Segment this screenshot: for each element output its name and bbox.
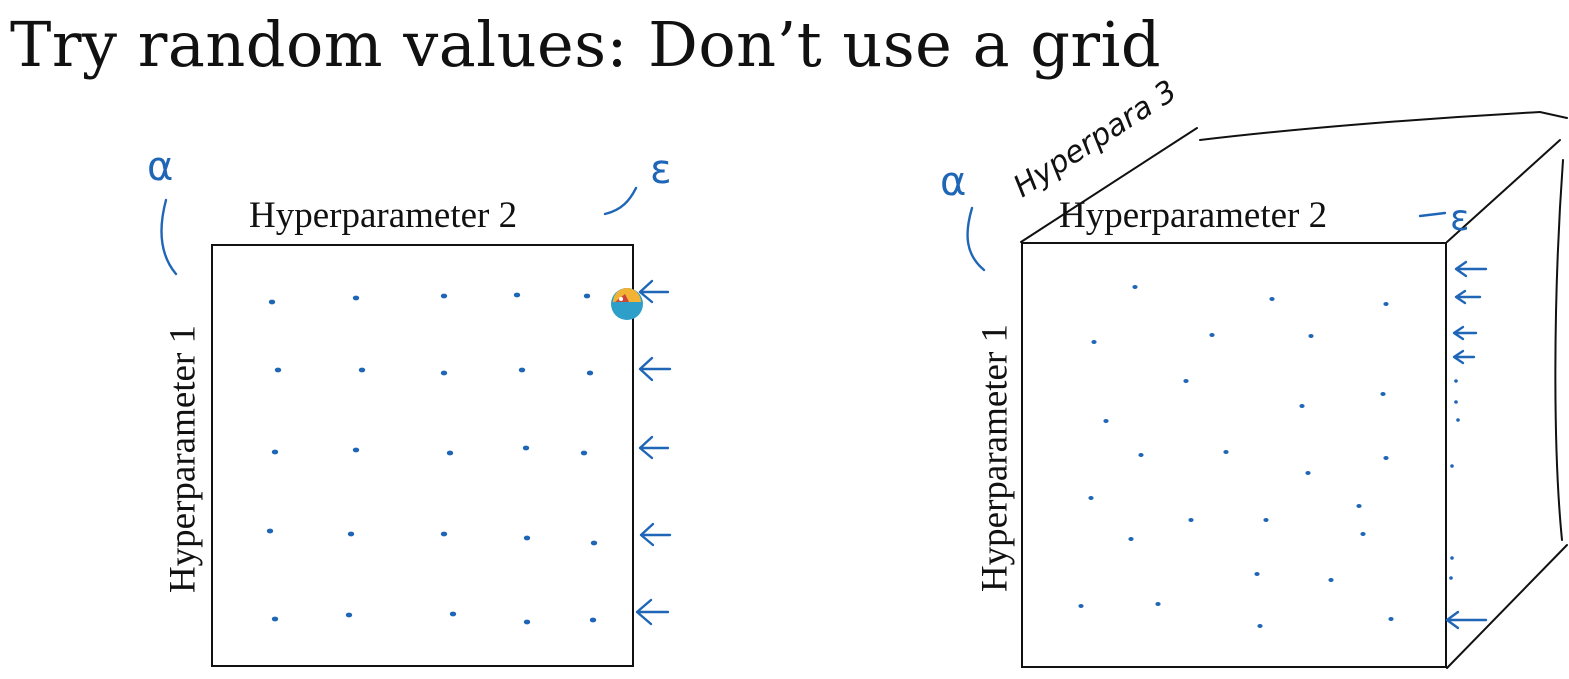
grid-point <box>358 367 366 373</box>
slide-title: Try random values: Don’t use a grid <box>10 8 1162 81</box>
right-side-arrows <box>1445 260 1488 630</box>
grid-point <box>518 367 526 373</box>
side-dot <box>1454 400 1458 404</box>
random-point <box>1183 379 1189 383</box>
right-epsilon-annotation: ε <box>1450 198 1469 239</box>
side-dot <box>1454 379 1458 383</box>
grid-point <box>268 299 276 305</box>
grid-point <box>274 367 282 373</box>
right-alpha-dash <box>966 206 986 272</box>
grid-point <box>266 528 274 534</box>
random-search-box <box>1021 242 1447 668</box>
random-point <box>1388 617 1394 621</box>
grid-point <box>446 450 454 456</box>
row-arrow-2 <box>638 356 672 382</box>
grid-search-box <box>211 244 634 667</box>
row-arrow-4 <box>639 522 672 547</box>
grid-point <box>590 540 598 546</box>
side-arrow-1 <box>1454 260 1488 278</box>
random-point <box>1299 404 1305 408</box>
side-dot <box>1449 576 1453 580</box>
random-point <box>1188 518 1194 522</box>
grid-points <box>266 292 598 625</box>
side-dot <box>1450 464 1454 468</box>
left-alpha-annotation: α <box>147 144 173 190</box>
random-point <box>1263 518 1269 522</box>
grid-point <box>449 611 457 617</box>
left-row-arrows <box>635 279 672 626</box>
random-point <box>1132 285 1138 289</box>
random-point <box>1209 333 1215 337</box>
grid-point <box>347 531 355 537</box>
side-arrow-5 <box>1445 610 1488 630</box>
grid-point <box>352 295 360 301</box>
random-point <box>1254 572 1260 576</box>
random-point <box>1383 302 1389 306</box>
random-point <box>1305 471 1311 475</box>
random-point <box>1088 496 1094 500</box>
row-arrow-5 <box>635 598 670 626</box>
cube-edge-top-left <box>1020 127 1198 243</box>
cube-edges <box>1020 110 1568 669</box>
right-epsilon-dash <box>1418 211 1447 218</box>
side-arrow-4 <box>1452 349 1476 365</box>
random-point <box>1356 504 1362 508</box>
left-x-axis-label: Hyperparameter 2 <box>249 195 518 236</box>
side-arrow-2 <box>1454 289 1482 305</box>
random-point <box>1128 537 1134 541</box>
grid-point <box>523 535 531 541</box>
grid-point <box>440 293 448 299</box>
grid-point <box>440 370 448 376</box>
depth-annotation-group: Hyperpara 3 <box>1007 74 1183 205</box>
grid-point <box>522 445 530 451</box>
random-points <box>1078 285 1394 628</box>
random-point <box>1138 453 1144 457</box>
grid-point <box>586 370 594 376</box>
right-side-dots <box>1449 379 1460 580</box>
left-epsilon-dash <box>603 186 638 216</box>
random-point <box>1103 419 1109 423</box>
random-point <box>1223 450 1229 454</box>
side-dot <box>1456 418 1460 422</box>
depth-annotation: Hyperpara 3 <box>1007 74 1183 205</box>
cube-edge-bottom-right <box>1446 544 1568 669</box>
grid-point <box>589 617 597 623</box>
side-arrow-3 <box>1452 325 1478 341</box>
left-epsilon-annotation: ε <box>650 147 672 193</box>
handwritten-annotations: α ε α ε <box>147 144 1488 630</box>
grid-point <box>583 293 591 299</box>
random-point <box>1308 334 1314 338</box>
random-point <box>1155 602 1161 606</box>
random-point <box>1257 624 1263 628</box>
pointer-cursor-icon <box>611 288 643 320</box>
random-point <box>1269 297 1275 301</box>
grid-point <box>440 531 448 537</box>
random-point <box>1380 392 1386 396</box>
right-x-axis-label: Hyperparameter 2 <box>1059 195 1328 236</box>
random-point <box>1328 578 1334 582</box>
side-dot <box>1450 556 1454 560</box>
cube-edge-back-right <box>1554 159 1564 541</box>
random-point <box>1383 456 1389 460</box>
grid-point <box>523 619 531 625</box>
grid-point <box>513 292 521 298</box>
row-arrow-3 <box>638 435 670 460</box>
left-alpha-dash <box>160 198 178 276</box>
cube-edge-top-back <box>1199 110 1568 141</box>
row-arrow-1 <box>638 279 670 304</box>
random-point <box>1091 340 1097 344</box>
grid-point <box>271 449 279 455</box>
grid-point <box>271 616 279 622</box>
random-point <box>1360 532 1366 536</box>
random-point <box>1078 604 1084 608</box>
grid-point <box>580 450 588 456</box>
grid-point <box>345 612 353 618</box>
cube-edge-top-right <box>1446 139 1561 243</box>
right-alpha-annotation: α <box>940 159 966 205</box>
grid-point <box>352 447 360 453</box>
